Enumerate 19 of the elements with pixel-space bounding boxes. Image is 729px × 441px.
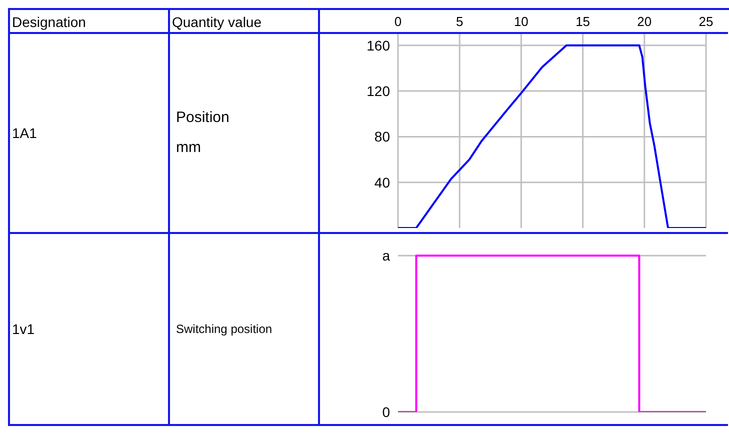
y-axis-title: Switching position xyxy=(176,321,272,338)
y-tick-label: 120 xyxy=(366,83,390,100)
text: 1v1 xyxy=(10,234,170,426)
text: mm xyxy=(176,138,202,158)
text: 1A1 xyxy=(10,34,170,234)
y-axis-title: Position xyxy=(176,108,230,128)
x-tick-label: 10 xyxy=(514,14,528,29)
x-tick-label: 5 xyxy=(456,14,464,29)
x-tick-label: 20 xyxy=(637,14,652,29)
x-tick-label: 15 xyxy=(576,14,590,29)
x-tick-label: 0 xyxy=(394,14,402,29)
y-tick-label: 80 xyxy=(374,128,390,145)
text: 0 xyxy=(382,404,390,420)
text: Quantity value xyxy=(170,10,320,34)
text: a xyxy=(382,248,390,264)
text: Designation xyxy=(10,10,170,34)
y-tick-label: 160 xyxy=(366,37,390,54)
y-tick-label: 40 xyxy=(374,174,390,190)
x-tick-label: 25 xyxy=(698,14,714,29)
